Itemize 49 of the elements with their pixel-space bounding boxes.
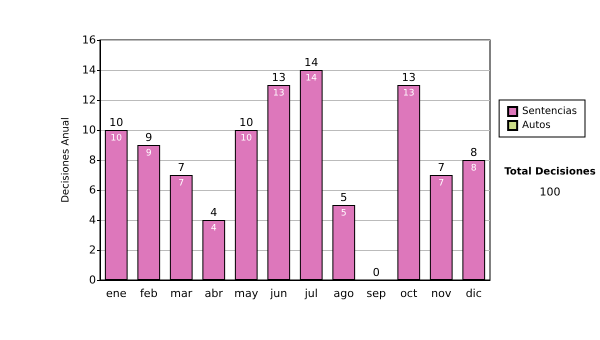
total-label: 14 [304, 56, 318, 69]
x-tick-label: abr [204, 287, 224, 300]
y-tick-label: 12 [82, 94, 96, 106]
total-label: 5 [340, 191, 348, 204]
y-tick-label: 4 [89, 214, 96, 226]
data-label: 13 [403, 88, 414, 98]
total-label: 8 [470, 146, 478, 159]
data-label: 7 [178, 178, 184, 188]
data-label: 14 [306, 74, 318, 84]
legend-label: Autos [522, 120, 551, 131]
total-label: 13 [402, 71, 416, 84]
data-label: 10 [240, 134, 252, 144]
data-label: 7 [438, 178, 444, 188]
data-label: 10 [110, 134, 122, 144]
data-label: 13 [273, 88, 284, 98]
x-tick-label: sep [366, 287, 386, 300]
x-tick-label: may [234, 287, 259, 300]
total-label: 9 [145, 131, 152, 144]
total-label: 7 [178, 161, 185, 174]
text: 100 [540, 186, 560, 198]
x-tick-label: jul [304, 287, 318, 300]
x-tick-label: nov [431, 287, 452, 300]
total-label: 13 [272, 71, 286, 84]
total-label: 10 [239, 116, 254, 129]
data-label: 5 [340, 208, 347, 218]
y-tick-label: 6 [89, 184, 96, 196]
total-label: 7 [438, 161, 445, 174]
y-tick-label: 2 [89, 244, 96, 256]
x-tick-label: oct [400, 287, 418, 300]
data-label: 9 [146, 148, 152, 158]
total-label: 0 [372, 266, 380, 279]
x-tick-label: jun [269, 287, 288, 300]
text: Total Decisiones [504, 166, 596, 178]
y-tick-label: 0 [89, 274, 96, 286]
y-tick-label: 16 [82, 34, 96, 46]
y-axis-title: Decisiones Anual [60, 117, 72, 203]
y-tick-label: 10 [82, 124, 96, 136]
x-tick-label: dic [466, 287, 482, 300]
data-label: 4 [210, 224, 217, 234]
legend-label: Sentencias [522, 106, 578, 117]
data-label: 8 [470, 164, 477, 174]
total-label: 10 [109, 116, 124, 129]
y-tick-label: 8 [89, 154, 96, 166]
x-tick-label: feb [140, 287, 158, 300]
x-tick-label: ene [106, 287, 127, 300]
x-tick-label: mar [170, 287, 193, 300]
x-tick-label: ago [334, 287, 354, 300]
y-tick-label: 14 [82, 64, 96, 76]
total-label: 4 [210, 206, 218, 219]
